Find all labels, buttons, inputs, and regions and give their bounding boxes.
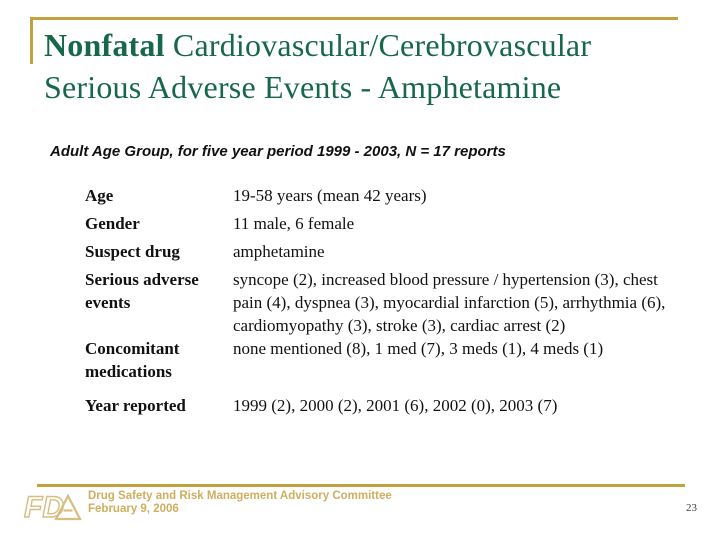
row-value: 11 male, 6 female	[233, 214, 355, 233]
slide-title-line1: Nonfatal Cardiovascular/Cerebrovascular	[44, 24, 689, 66]
footer-gold-rule	[37, 484, 685, 487]
slide-subtitle: Adult Age Group, for five year period 19…	[50, 143, 506, 160]
page-number: 23	[686, 502, 697, 514]
row-value: syncope (2), increased blood pressure / …	[233, 270, 666, 335]
row-value: none mentioned (8), 1 med (7), 3 meds (1…	[233, 339, 604, 358]
summary-table: Age 19-58 years (mean 42 years) Gender 1…	[85, 184, 670, 422]
row-value: 1999 (2), 2000 (2), 2001 (6), 2002 (0), …	[233, 396, 558, 415]
row-label: Suspect drug	[85, 242, 180, 261]
footer-line2: February 9, 2006	[88, 503, 179, 515]
row-label: Age	[85, 186, 114, 205]
row-value: 19-58 years (mean 42 years)	[233, 186, 427, 205]
slide-title-line1-rest: Cardiovascular/Cerebrovascular	[164, 27, 592, 63]
row-label: Gender	[85, 214, 140, 233]
slide-title-bold: Nonfatal	[44, 27, 165, 63]
top-gold-rule	[30, 17, 678, 20]
fda-logo-icon: FD	[24, 490, 82, 525]
left-gold-rule	[30, 17, 33, 64]
table-row: Age 19-58 years (mean 42 years)	[85, 184, 670, 207]
table-row: Concomitant medications none mentioned (…	[85, 337, 670, 383]
footer-committee-text: Drug Safety and Risk Management Advisory…	[88, 490, 392, 516]
table-row: Year reported 1999 (2), 2000 (2), 2001 (…	[85, 394, 670, 417]
row-value: amphetamine	[233, 242, 325, 261]
row-label: Year reported	[85, 396, 186, 415]
row-label: Concomitant medications	[85, 339, 180, 381]
slide-title-line2: Serious Adverse Events - Amphetamine	[44, 69, 562, 105]
footer-line1: Drug Safety and Risk Management Advisory…	[88, 490, 392, 502]
row-label: Serious adverse events	[85, 270, 199, 312]
table-row: Gender 11 male, 6 female	[85, 212, 670, 235]
table-row: Serious adverse events syncope (2), incr…	[85, 268, 670, 337]
slide-title: Nonfatal Cardiovascular/Cerebrovascular …	[44, 24, 689, 108]
table-row: Suspect drug amphetamine	[85, 240, 670, 263]
